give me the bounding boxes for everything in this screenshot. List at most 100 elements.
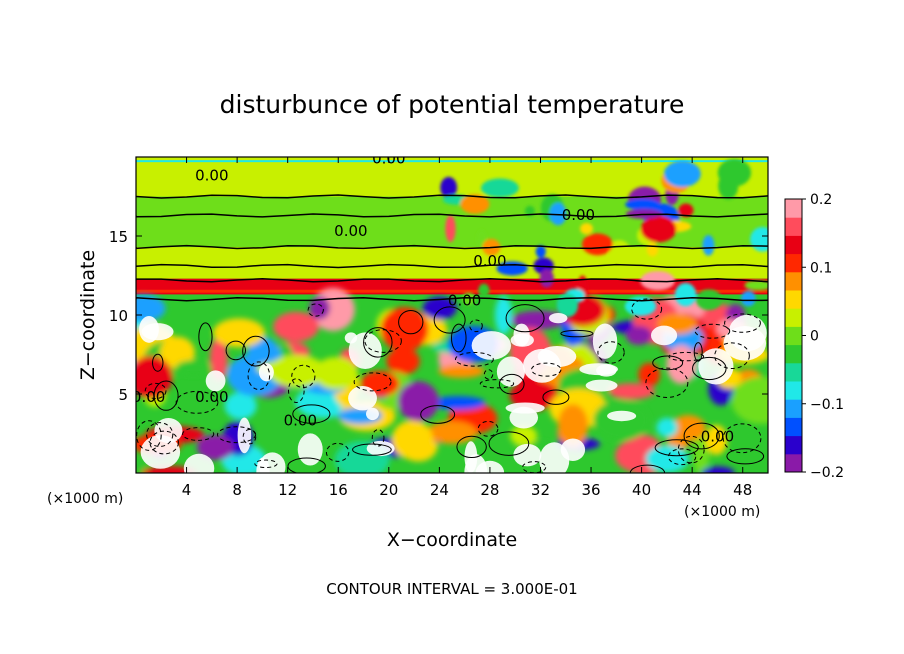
colorbar-swatch-10: [785, 271, 802, 291]
contour-label-4: 0.00: [448, 292, 481, 310]
contour-ring: [654, 439, 699, 457]
saturated-cell: [513, 443, 542, 467]
colorbar-swatch-3: [785, 399, 802, 418]
eddy: [701, 466, 735, 473]
contour-ring: [488, 431, 530, 456]
contour-ring: [724, 313, 761, 333]
colorbar-swatch-6: [785, 344, 802, 364]
contour-ring: [136, 420, 162, 451]
eddy: [731, 376, 768, 424]
saturated-cell: [496, 356, 525, 387]
contour-ring: [433, 306, 466, 334]
intrusion: [646, 242, 659, 257]
x-unit-label-right: (×1000 m): [684, 504, 760, 520]
colorbar-swatch-4: [785, 381, 802, 400]
eddy: [136, 355, 173, 399]
intrusion: [663, 160, 701, 188]
saturated-cell: [141, 323, 174, 341]
intrusion: [460, 194, 490, 214]
eddy: [159, 336, 195, 369]
intrusion: [580, 222, 593, 235]
contour-ring: [152, 353, 164, 372]
contour-ring: [352, 443, 392, 456]
saturated-cell: [297, 433, 323, 466]
intrusion: [625, 198, 661, 211]
contour-ring: [677, 435, 705, 464]
contour-ring: [683, 422, 720, 450]
x-unit-label-left: (×1000 m): [47, 491, 123, 507]
contour-interval-note: CONTOUR INTERVAL = 3.000E-01: [326, 580, 577, 598]
saturated-cell: [237, 417, 252, 454]
eddy: [645, 445, 689, 473]
y-axis-label: Z−coordinate: [77, 250, 99, 380]
intrusion: [640, 216, 677, 243]
saturated-cell: [259, 452, 286, 473]
contour-ring: [292, 404, 331, 424]
contour-ring: [287, 378, 305, 404]
eddy: [224, 392, 257, 420]
x-axis-label: X−coordinate: [387, 529, 517, 551]
contour-ring: [505, 304, 545, 333]
saturated-cell: [723, 326, 767, 361]
chart-title: disturbunce of potential temperature: [220, 90, 685, 119]
eddy: [386, 347, 420, 375]
eddy: [666, 345, 697, 385]
contour-labels: 0.000.000.000.000.000.000.00 0.000.000.00: [136, 157, 734, 445]
intrusion: [640, 271, 676, 291]
eddy: [422, 296, 457, 320]
saturated-cell: [513, 323, 530, 347]
contour-ring: [225, 340, 246, 361]
saturated-cell: [650, 325, 678, 346]
contour-ring: [454, 351, 494, 367]
contour-ring: [667, 448, 697, 466]
eddy: [196, 434, 234, 461]
eddy: [313, 357, 358, 390]
colorbar-swatch-2: [785, 417, 802, 437]
y-tick-label-2: 15: [109, 228, 128, 246]
turbulent-field: [136, 158, 768, 473]
contour-ring: [144, 382, 167, 400]
x-tick-label-9: 40: [632, 481, 651, 499]
band-3: [136, 247, 768, 279]
saturated-cell: [596, 364, 617, 377]
contour-ring: [371, 429, 385, 447]
contour-ring: [364, 329, 402, 353]
colorbar-tick-label-4: −0.2: [810, 465, 844, 481]
intrusion: [750, 226, 768, 252]
contour-ring: [498, 373, 525, 395]
intrusion: [624, 296, 657, 316]
contour-horizontal-3: [136, 263, 768, 269]
contour-ring: [456, 435, 487, 459]
colorbar-swatch-7: [785, 326, 802, 346]
colorbar-swatch-14: [785, 199, 802, 218]
y-axis-ticks: 5 10 15: [109, 228, 768, 404]
saturated-cell: [548, 312, 568, 324]
band-1: [136, 196, 768, 216]
colorbar-swatch-11: [785, 253, 802, 273]
saturated-cell: [348, 332, 382, 370]
contour-ring: [247, 361, 271, 391]
x-tick-label-5: 24: [430, 481, 449, 499]
saturated-cell: [537, 345, 577, 368]
saturated-cell: [365, 407, 379, 421]
contour-ring: [451, 323, 467, 353]
contour-ring: [146, 422, 174, 447]
colorbar-swatch-12: [785, 235, 802, 255]
contour-ring: [694, 323, 731, 339]
intrusion: [608, 240, 630, 260]
colorbar-tick-label-1: 0.1: [810, 260, 832, 276]
intrusion: [524, 205, 535, 217]
contour-ring: [325, 442, 350, 462]
contour-ring: [722, 423, 762, 454]
colorbar-swatch-5: [785, 362, 802, 382]
upper-intrusions: [440, 158, 768, 318]
contour-label-3: 0.00: [473, 252, 506, 270]
contour-ring: [645, 367, 689, 398]
eddy: [397, 381, 439, 422]
y-tick-label-0: 5: [118, 386, 128, 404]
colorbar-swatches: [785, 199, 802, 473]
x-axis-ticks: 4 8 12 16 20 24 28 32 36 40 44 48: [182, 157, 752, 499]
eddy: [213, 318, 265, 348]
contour-ring: [363, 327, 393, 358]
intrusion: [440, 176, 458, 199]
